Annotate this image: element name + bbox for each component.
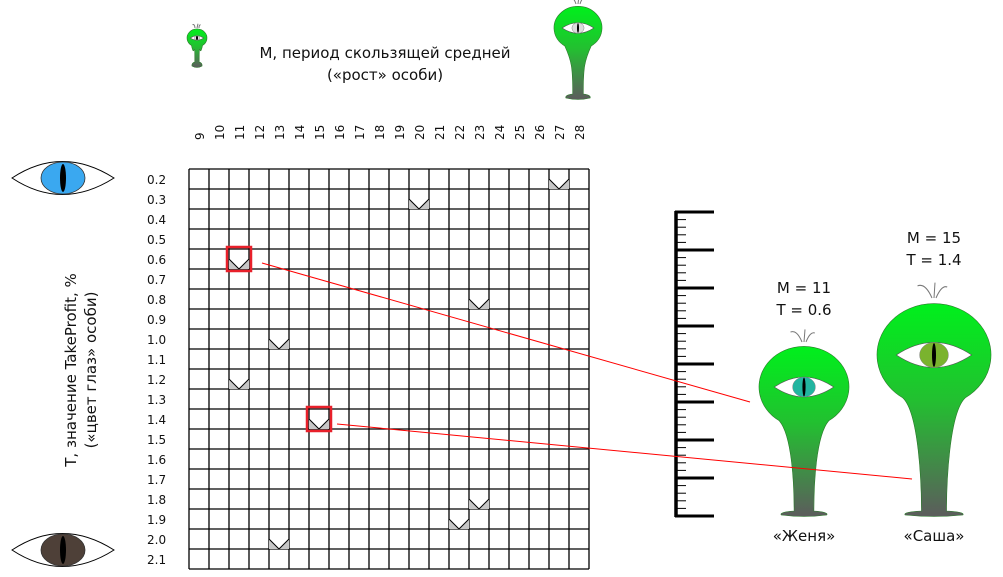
- column-label: 17: [353, 125, 367, 140]
- row-label: 0.7: [147, 273, 166, 287]
- row-label: 1.5: [147, 433, 166, 447]
- check-mark: [269, 539, 289, 549]
- row-label: 0.3: [147, 193, 166, 207]
- check-mark-stroke: [228, 378, 250, 390]
- column-label: 15: [313, 125, 327, 140]
- creature-body: [758, 346, 850, 517]
- column-labels: 9 10 11 12 13 14 15 16 17 18 19 20 21 22 23 24 25 26 27 28: [193, 125, 587, 140]
- grid-marks: [225, 178, 570, 550]
- x-axis-title-line1: M, период скользящей средней: [259, 44, 510, 62]
- check-mark: [449, 519, 469, 529]
- creature: M = 11 T = 0.6 «Женя»: [758, 279, 850, 545]
- row-label: 1.9: [147, 513, 166, 527]
- check-mark-stroke: [268, 538, 290, 550]
- highlight-box: [305, 405, 333, 433]
- connector-line-zhenya: [261, 262, 751, 403]
- hair: [917, 282, 948, 299]
- row-label: 0.2: [147, 173, 166, 187]
- check-mark: [269, 339, 289, 349]
- creature-body: [186, 28, 208, 68]
- hair: [192, 23, 201, 29]
- brown-eye-icon: [11, 533, 115, 567]
- y-axis-title-line2: («цвет глаз» особи): [82, 292, 100, 449]
- creature-body: [553, 6, 603, 100]
- check-mark-stroke: [408, 198, 430, 210]
- height-ruler: [674, 210, 714, 518]
- hair: [573, 0, 583, 5]
- check-mark: [309, 419, 329, 429]
- check-mark: [409, 199, 429, 209]
- check-mark-stroke: [548, 178, 570, 190]
- creatures: M = 11 T = 0.6 «Женя» M = 15 T = 1.4 «Саша»: [758, 229, 992, 545]
- creature-m-label: M = 11: [777, 279, 831, 297]
- column-label: 21: [433, 125, 447, 140]
- row-label: 2.0: [147, 533, 166, 547]
- connector-line-sasha: [336, 423, 913, 480]
- check-mark-stroke: [228, 258, 250, 270]
- column-label: 13: [273, 125, 287, 140]
- check-mark-stroke: [468, 498, 490, 510]
- row-label: 2.1: [147, 553, 166, 567]
- check-mark: [549, 179, 569, 189]
- check-mark-stroke: [308, 418, 330, 430]
- check-mark: [469, 499, 489, 509]
- column-label: 27: [553, 125, 567, 140]
- column-label: 16: [333, 125, 347, 140]
- column-label: 9: [193, 132, 207, 140]
- creature-name: «Саша»: [904, 527, 965, 545]
- row-label: 0.6: [147, 253, 166, 267]
- creature-t-label: T = 0.6: [775, 301, 831, 319]
- row-label: 1.7: [147, 473, 166, 487]
- row-label: 1.2: [147, 373, 166, 387]
- pupil: [802, 377, 806, 397]
- row-labels: 0.2 0.3 0.4 0.5 0.6 0.7 0.8 0.9 1.0 1.1 1.2 1.3 1.4 1…: [147, 173, 166, 567]
- column-label: 23: [473, 125, 487, 140]
- creature-m-label: M = 15: [907, 229, 961, 247]
- column-label: 25: [513, 125, 527, 140]
- column-label: 26: [533, 125, 547, 140]
- row-label: 0.8: [147, 293, 166, 307]
- check-mark: [229, 259, 249, 269]
- row-label: 1.1: [147, 353, 166, 367]
- hair: [790, 329, 815, 343]
- creature-name: «Женя»: [773, 527, 836, 545]
- creature: M = 15 T = 1.4 «Саша»: [876, 229, 992, 545]
- pupil: [932, 343, 936, 367]
- highlight-box: [225, 245, 253, 273]
- column-label: 20: [413, 125, 427, 140]
- column-label: 28: [573, 125, 587, 140]
- column-label: 24: [493, 125, 507, 140]
- row-label: 0.5: [147, 233, 166, 247]
- row-label: 0.4: [147, 213, 166, 227]
- row-label: 1.0: [147, 333, 166, 347]
- blue-eye-icon: [11, 161, 115, 195]
- creature-body: [876, 303, 992, 517]
- parameter-grid: [188, 168, 590, 570]
- y-axis-title-line1: T, значение TakeProfit, %: [62, 273, 80, 467]
- column-label: 18: [373, 125, 387, 140]
- check-mark-stroke: [448, 518, 470, 530]
- pupil: [196, 35, 198, 41]
- column-label: 19: [393, 125, 407, 140]
- check-mark: [229, 379, 249, 389]
- check-mark-stroke: [468, 298, 490, 310]
- large-creature-icon: [553, 0, 603, 100]
- x-axis-title-line2: («рост» особи): [327, 66, 443, 84]
- pupil: [577, 22, 579, 34]
- column-label: 22: [453, 125, 467, 140]
- row-label: 1.8: [147, 493, 166, 507]
- check-mark-stroke: [268, 338, 290, 350]
- creature-t-label: T = 1.4: [905, 251, 961, 269]
- column-label: 11: [233, 125, 247, 140]
- row-label: 1.6: [147, 453, 166, 467]
- check-mark: [469, 299, 489, 309]
- row-label: 0.9: [147, 313, 166, 327]
- column-label: 12: [253, 125, 267, 140]
- row-label: 1.3: [147, 393, 166, 407]
- column-label: 14: [293, 125, 307, 140]
- small-creature-icon: [186, 23, 208, 68]
- row-label: 1.4: [147, 413, 166, 427]
- column-label: 10: [213, 125, 227, 140]
